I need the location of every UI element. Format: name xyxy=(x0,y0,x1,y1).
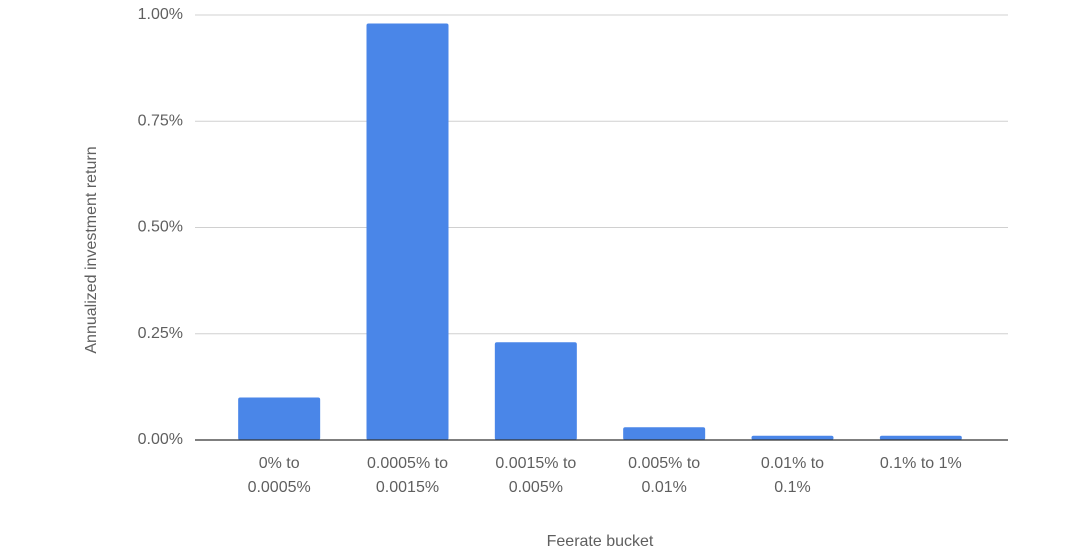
x-tick-label: 0.01% to 0.1% xyxy=(760,455,825,496)
bar xyxy=(623,427,706,440)
x-tick-label: 0.0005% to 0.0015% xyxy=(367,455,448,496)
bar xyxy=(879,435,962,440)
bar xyxy=(751,435,834,440)
y-tick-label: 0.50% xyxy=(138,219,183,236)
bar xyxy=(366,23,449,440)
bar xyxy=(238,397,321,440)
x-axis-title: Feerate bucket xyxy=(547,533,654,550)
y-tick-label: 0.00% xyxy=(138,431,183,448)
x-tick-label: 0.005% to 0.01% xyxy=(628,455,701,496)
y-tick-label: 0.25% xyxy=(138,325,183,342)
bar xyxy=(494,342,577,440)
y-tick-label: 0.75% xyxy=(138,112,183,129)
y-axis-title: Annualized investment return xyxy=(83,146,100,353)
x-tick-label: 0.1% to 1% xyxy=(879,455,962,472)
x-tick-label: 0% to 0.0005% xyxy=(247,455,311,496)
x-tick-label: 0.0015% to 0.005% xyxy=(495,455,577,496)
y-tick-label: 1.00% xyxy=(138,6,183,23)
